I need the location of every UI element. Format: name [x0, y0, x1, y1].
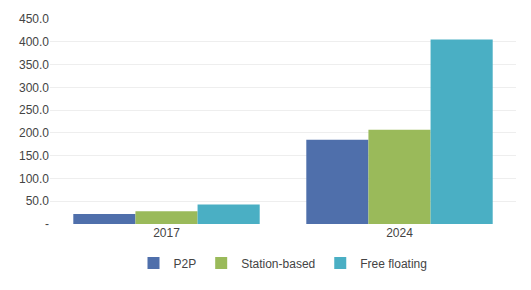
svg-text:450.0: 450.0 [19, 12, 49, 26]
svg-text:250.0: 250.0 [19, 103, 49, 117]
svg-text:Station-based: Station-based [241, 257, 315, 271]
svg-text:-: - [45, 217, 49, 231]
svg-text:P2P: P2P [174, 257, 197, 271]
svg-text:2024: 2024 [386, 226, 413, 240]
svg-text:350.0: 350.0 [19, 58, 49, 72]
svg-text:200.0: 200.0 [19, 126, 49, 140]
svg-text:100.0: 100.0 [19, 172, 49, 186]
svg-text:300.0: 300.0 [19, 81, 49, 95]
svg-text:50.0: 50.0 [26, 194, 50, 208]
svg-text:Free floating: Free floating [360, 257, 427, 271]
svg-text:150.0: 150.0 [19, 149, 49, 163]
svg-text:400.0: 400.0 [19, 35, 49, 49]
svg-text:2017: 2017 [153, 226, 180, 240]
